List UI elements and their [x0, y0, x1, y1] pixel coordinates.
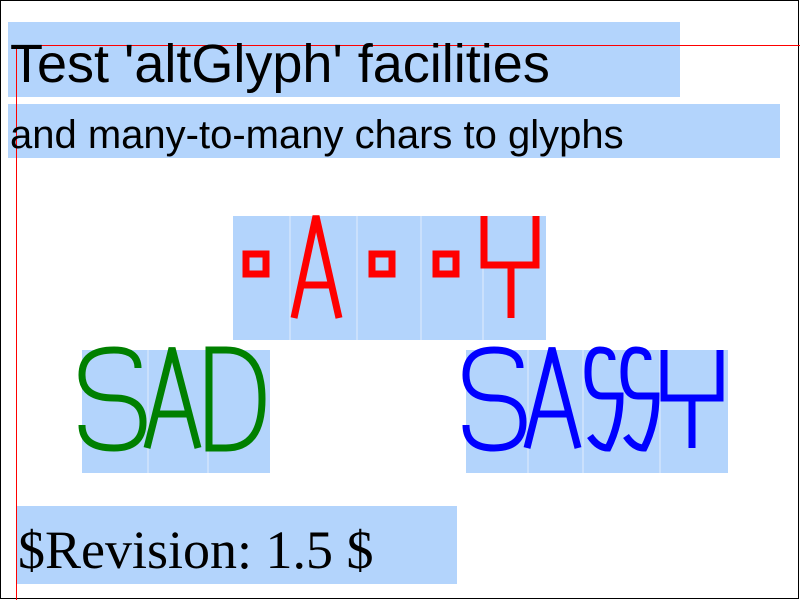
square-glyph-1: [242, 250, 270, 278]
revision-label: $Revision: 1.5 $: [18, 520, 374, 580]
title-selection-highlight: [8, 22, 680, 97]
square-glyph-3: [432, 250, 460, 278]
glyph-y-blue: [660, 350, 724, 448]
glyph-ss-ligature: [584, 346, 660, 452]
red-glyph-row: [233, 215, 546, 340]
page-title: Test 'altGlyph' facilities: [10, 34, 550, 94]
glyph-s: [78, 346, 147, 452]
sassy-highlight: [466, 350, 728, 473]
glyph-a-blue: [523, 347, 582, 449]
square-glyph-2: [368, 250, 396, 278]
glyph-a: [290, 215, 343, 319]
glyph-s-blue: [462, 346, 527, 452]
revision-selection-highlight: [16, 506, 457, 584]
glyph-d: [205, 346, 266, 452]
sad-word: [78, 346, 270, 473]
subtitle-selection-highlight: [8, 104, 780, 158]
glyph-y: [480, 216, 540, 318]
sassy-word: [462, 346, 728, 473]
red-row-highlight: [233, 216, 546, 340]
page-subtitle: and many-to-many chars to glyphs: [10, 113, 624, 157]
glyph-a-green: [143, 347, 202, 449]
